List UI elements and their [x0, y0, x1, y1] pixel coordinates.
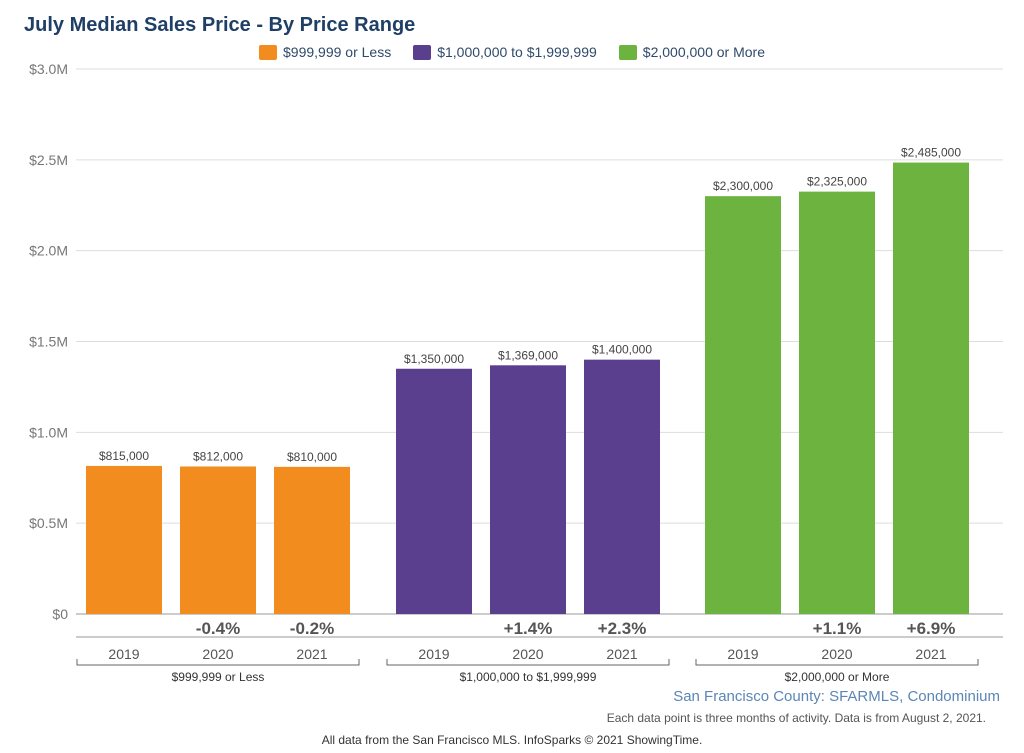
bar-0-1 — [180, 466, 256, 614]
source-caption: San Francisco County: SFARMLS, Condomini… — [673, 688, 1000, 705]
bar-0-0 — [86, 465, 162, 614]
bar-1-1 — [490, 365, 566, 614]
change-label-2-1: +1.1% — [813, 619, 862, 638]
x-tick-label-1-1: 2020 — [512, 646, 543, 662]
group-label-1: $1,000,000 to $1,999,999 — [460, 670, 597, 684]
bar-value-label-1-2: $1,400,000 — [592, 343, 652, 357]
group-label-2: $2,000,000 or More — [785, 670, 890, 684]
group-bracket-1 — [386, 659, 670, 666]
bar-1-2 — [584, 359, 660, 614]
legend: $999,999 or Less $1,000,000 to $1,999,99… — [0, 42, 1024, 62]
bar-0-2 — [274, 466, 350, 614]
footer-credit: All data from the San Francisco MLS. Inf… — [321, 733, 703, 747]
legend-swatch-mid — [413, 44, 432, 60]
bar-value-label-0-2: $810,000 — [287, 450, 337, 464]
y-tick-label-4: $2.0M — [29, 243, 68, 259]
bar-2-1 — [799, 191, 875, 614]
x-tick-label-2-0: 2019 — [727, 646, 758, 662]
y-tick-label-6: $3.0M — [29, 61, 68, 77]
y-tick-label-5: $2.5M — [29, 152, 68, 168]
x-tick-label-1-0: 2019 — [418, 646, 449, 662]
x-tick-label-0-0: 2019 — [108, 646, 139, 662]
legend-item-low[interactable]: $999,999 or Less — [259, 42, 391, 62]
change-label-0-2: -0.2% — [290, 619, 334, 638]
change-label-2-2: +6.9% — [907, 619, 956, 638]
legend-swatch-low — [259, 44, 277, 60]
y-tick-label-2: $1.0M — [29, 424, 68, 440]
x-tick-label-1-2: 2021 — [606, 646, 637, 662]
bar-2-2 — [893, 162, 969, 614]
legend-label-low: $999,999 or Less — [283, 44, 392, 60]
bar-chart: $0 $0.5M $1.0M $1.5M $2.0M $2.5M $3.0M $815,000… — [29, 61, 1003, 684]
bar-value-label-2-1: $2,325,000 — [807, 175, 867, 189]
legend-label-high: $2,000,000 or More — [642, 44, 765, 60]
chart-title: July Median Sales Price - By Price Range — [24, 14, 416, 36]
x-tick-label-0-1: 2020 — [202, 646, 233, 662]
x-tick-label-2-2: 2021 — [915, 646, 946, 662]
group-label-0: $999,999 or Less — [172, 670, 265, 684]
bar-value-label-0-0: $815,000 — [99, 449, 149, 463]
data-note: Each data point is three months of activ… — [606, 711, 986, 725]
legend-swatch-high — [618, 44, 637, 60]
y-tick-label-3: $1.5M — [29, 334, 68, 350]
y-tick-label-1: $0.5M — [29, 515, 68, 531]
bar-value-label-0-1: $812,000 — [193, 449, 243, 463]
bar-value-label-2-2: $2,485,000 — [901, 146, 961, 160]
bar-2-0 — [705, 196, 781, 614]
legend-item-high[interactable]: $2,000,000 or More — [618, 42, 765, 62]
x-tick-label-2-1: 2020 — [821, 646, 852, 662]
x-tick-label-0-2: 2021 — [296, 646, 327, 662]
change-label-1-1: +1.4% — [504, 619, 553, 638]
group-bracket-0 — [76, 659, 360, 666]
legend-item-mid[interactable]: $1,000,000 to $1,999,999 — [413, 42, 597, 62]
change-label-0-1: -0.4% — [196, 619, 240, 638]
bar-value-label-1-1: $1,369,000 — [498, 348, 558, 362]
legend-label-mid: $1,000,000 to $1,999,999 — [437, 44, 597, 60]
bar-value-label-1-0: $1,350,000 — [404, 352, 464, 366]
bar-value-label-2-0: $2,300,000 — [713, 179, 773, 193]
y-tick-label-0: $0 — [52, 606, 68, 622]
group-bracket-2 — [695, 659, 979, 666]
change-label-1-2: +2.3% — [598, 619, 647, 638]
bar-1-0 — [396, 368, 472, 614]
